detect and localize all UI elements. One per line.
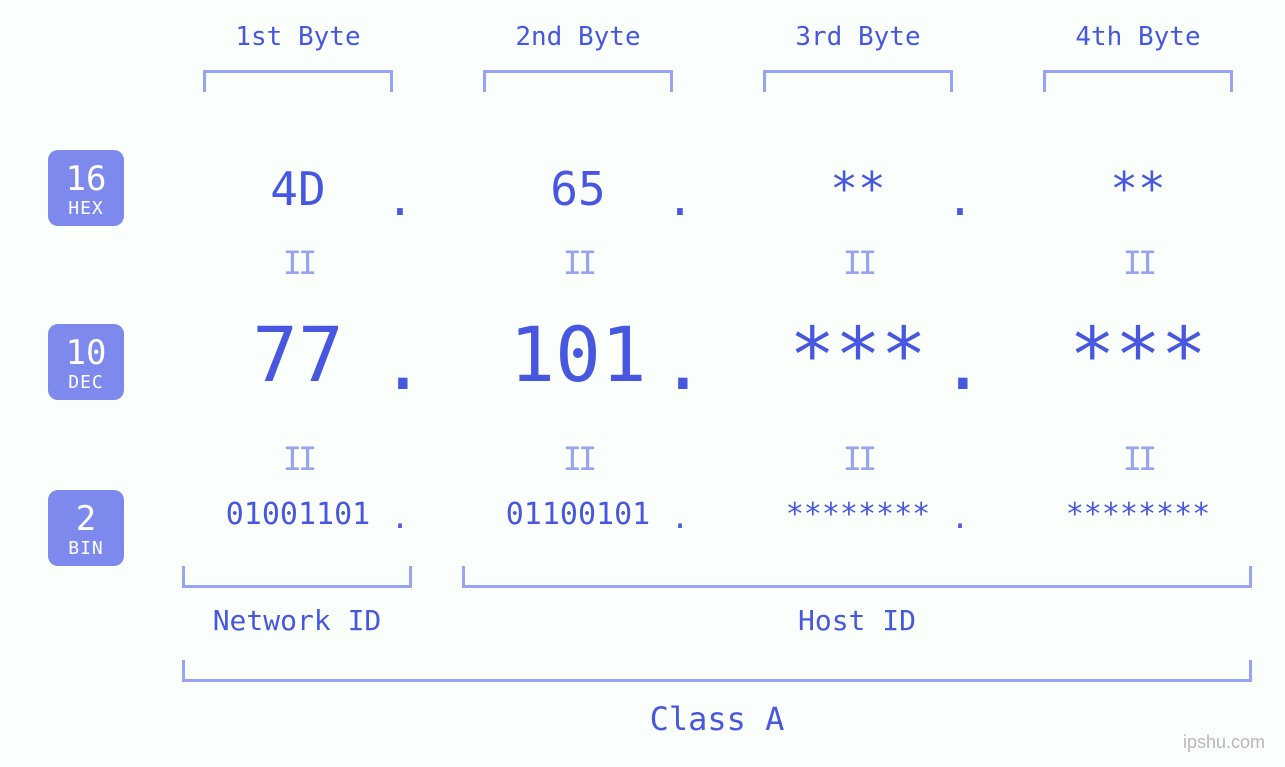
- equals-icon: II: [838, 244, 878, 282]
- dec-base-number: 10: [66, 336, 107, 370]
- dot-separator: .: [940, 318, 980, 407]
- dec-byte: ***: [1023, 310, 1253, 399]
- dec-base-label: DEC: [68, 374, 104, 392]
- top-bracket: [483, 70, 673, 92]
- dot-separator: .: [660, 172, 700, 226]
- bin-base-number: 2: [76, 502, 96, 536]
- dot-separator: .: [660, 318, 700, 407]
- byte-header: 3rd Byte: [758, 22, 958, 52]
- bin-byte: ********: [1023, 497, 1253, 532]
- dec-base-badge: 10 DEC: [48, 324, 124, 400]
- top-bracket: [1043, 70, 1233, 92]
- equals-icon: II: [558, 244, 598, 282]
- hex-base-label: HEX: [68, 200, 104, 218]
- byte-header: 4th Byte: [1038, 22, 1238, 52]
- equals-icon: II: [838, 440, 878, 478]
- bin-base-badge: 2 BIN: [48, 490, 124, 566]
- hex-byte: **: [1023, 162, 1253, 216]
- equals-icon: II: [278, 244, 318, 282]
- dot-separator: .: [380, 318, 420, 407]
- dot-separator: .: [660, 501, 700, 536]
- host-id-bracket: [462, 566, 1252, 588]
- hex-base-badge: 16 HEX: [48, 150, 124, 226]
- bin-byte: 01001101: [183, 497, 413, 532]
- watermark: ipshu.com: [1183, 732, 1265, 753]
- hex-byte: 65: [463, 162, 693, 216]
- equals-icon: II: [278, 440, 318, 478]
- bin-byte: ********: [743, 497, 973, 532]
- top-bracket: [763, 70, 953, 92]
- dec-byte: 101: [463, 310, 693, 399]
- hex-base-number: 16: [66, 162, 107, 196]
- host-id-label: Host ID: [462, 604, 1252, 637]
- dot-separator: .: [380, 501, 420, 536]
- byte-header: 1st Byte: [198, 22, 398, 52]
- bin-base-label: BIN: [68, 540, 104, 558]
- top-bracket: [203, 70, 393, 92]
- equals-icon: II: [558, 440, 598, 478]
- bin-byte: 01100101: [463, 497, 693, 532]
- class-bracket: [182, 660, 1252, 682]
- dot-separator: .: [940, 501, 980, 536]
- network-id-bracket: [182, 566, 412, 588]
- network-id-label: Network ID: [182, 604, 412, 637]
- byte-header: 2nd Byte: [478, 22, 678, 52]
- hex-byte: 4D: [183, 162, 413, 216]
- hex-byte: **: [743, 162, 973, 216]
- dec-byte: ***: [743, 310, 973, 399]
- dot-separator: .: [380, 172, 420, 226]
- dec-byte: 77: [183, 310, 413, 399]
- class-label: Class A: [182, 700, 1252, 738]
- dot-separator: .: [940, 172, 980, 226]
- equals-icon: II: [1118, 440, 1158, 478]
- equals-icon: II: [1118, 244, 1158, 282]
